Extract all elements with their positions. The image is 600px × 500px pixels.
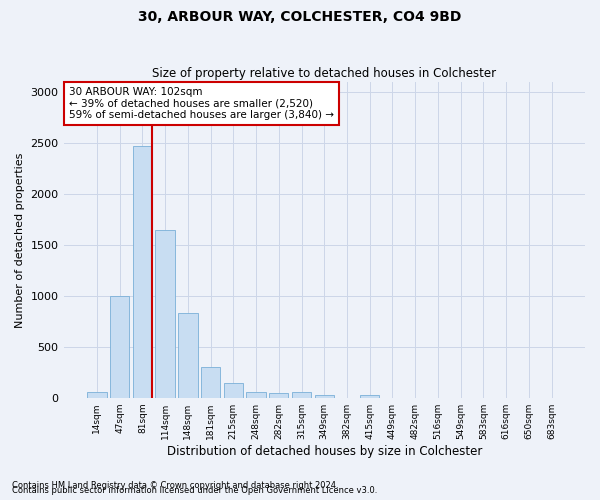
Bar xyxy=(155,230,175,398)
Bar xyxy=(314,394,334,398)
Bar xyxy=(292,392,311,398)
Bar xyxy=(269,392,289,398)
Bar xyxy=(360,394,379,398)
Bar xyxy=(87,392,107,398)
Text: 30, ARBOUR WAY, COLCHESTER, CO4 9BD: 30, ARBOUR WAY, COLCHESTER, CO4 9BD xyxy=(139,10,461,24)
Title: Size of property relative to detached houses in Colchester: Size of property relative to detached ho… xyxy=(152,66,496,80)
Bar xyxy=(110,296,130,398)
X-axis label: Distribution of detached houses by size in Colchester: Distribution of detached houses by size … xyxy=(167,444,482,458)
Text: Contains HM Land Registry data © Crown copyright and database right 2024.: Contains HM Land Registry data © Crown c… xyxy=(12,481,338,490)
Bar xyxy=(178,313,197,398)
Text: 30 ARBOUR WAY: 102sqm
← 39% of detached houses are smaller (2,520)
59% of semi-d: 30 ARBOUR WAY: 102sqm ← 39% of detached … xyxy=(69,87,334,120)
Bar xyxy=(133,146,152,398)
Y-axis label: Number of detached properties: Number of detached properties xyxy=(15,152,25,328)
Bar xyxy=(224,384,243,398)
Bar xyxy=(247,392,266,398)
Text: Contains public sector information licensed under the Open Government Licence v3: Contains public sector information licen… xyxy=(12,486,377,495)
Bar xyxy=(201,367,220,398)
